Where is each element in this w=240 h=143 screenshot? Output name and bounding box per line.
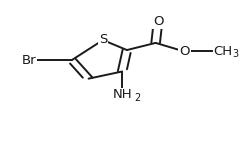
Text: Br: Br: [21, 54, 36, 66]
Text: 2: 2: [134, 93, 140, 103]
Text: S: S: [99, 33, 107, 46]
Text: 3: 3: [232, 49, 238, 59]
Text: NH: NH: [112, 88, 132, 101]
Text: O: O: [179, 45, 190, 58]
Text: CH: CH: [213, 45, 232, 58]
Text: O: O: [153, 15, 163, 28]
